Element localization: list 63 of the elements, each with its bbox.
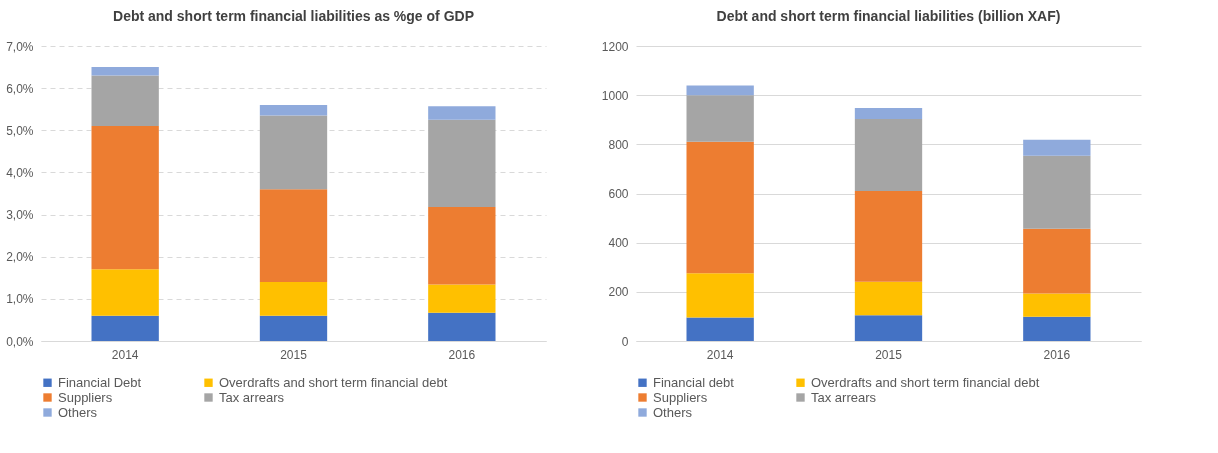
y-tick-label: 1000 [601, 88, 629, 103]
x-tick-label: 2016 [1043, 347, 1071, 362]
legend-label: Others [653, 404, 693, 420]
legend-label: Suppliers [58, 389, 113, 405]
x-tick-label: 2015 [280, 347, 308, 362]
bar [1023, 228, 1091, 294]
legend-label: Financial debt [653, 374, 735, 390]
bar [854, 315, 923, 341]
bar [428, 312, 496, 341]
bar [428, 284, 496, 313]
y-tick-label: 0 [621, 334, 629, 349]
bar [259, 282, 328, 316]
y-tick-label: 7,0% [6, 39, 34, 54]
y-tick-label: 3,0% [6, 208, 34, 223]
bar [1023, 155, 1091, 229]
bar [686, 317, 754, 341]
bar [854, 107, 923, 120]
legend-label: Tax arrears [219, 389, 285, 405]
y-tick-label: 600 [608, 187, 629, 201]
y-tick-label: 0,0% [6, 334, 34, 349]
bar [686, 95, 754, 142]
bar [686, 85, 754, 96]
bar [854, 191, 923, 282]
bar [428, 106, 496, 120]
y-tick-label: 200 [608, 285, 629, 300]
bar [91, 269, 159, 316]
y-tick-label: 400 [608, 236, 629, 251]
x-tick-label: 2014 [706, 347, 734, 362]
legend-label: Others [58, 404, 98, 420]
x-tick-label: 2016 [448, 347, 476, 362]
chart-title: Debt and short term financial liabilities (billion XAF) [716, 8, 1061, 24]
y-tick-label: 6,0% [6, 81, 34, 96]
legend-label: Overdrafts and short term financial debt [219, 374, 448, 390]
x-tick-label: 2014 [111, 347, 139, 362]
y-tick-label: 2,0% [6, 250, 34, 265]
bar [1023, 316, 1091, 341]
bar [91, 75, 159, 127]
legend-label: Tax arrears [811, 389, 877, 405]
bar [1023, 139, 1091, 156]
bar [686, 141, 754, 274]
y-tick-label: 5,0% [6, 123, 34, 138]
bar [259, 115, 328, 190]
bar [428, 119, 496, 207]
legend-label: Suppliers [653, 389, 708, 405]
bar [686, 273, 754, 318]
legend-label: Overdrafts and short term financial debt [811, 374, 1040, 390]
bar [91, 67, 159, 76]
chart-title: Debt and short term financial liabilities as %ge of GDP [113, 8, 474, 24]
legend-label: Financial Debt [58, 374, 142, 390]
bar [428, 206, 496, 285]
bar [91, 126, 159, 270]
bar [854, 281, 923, 316]
y-tick-label: 4,0% [6, 165, 34, 180]
bar [259, 105, 328, 116]
bar [259, 189, 328, 282]
bar [854, 119, 923, 192]
bar [91, 315, 159, 341]
x-tick-label: 2015 [875, 347, 903, 362]
y-tick-label: 800 [608, 137, 629, 152]
bar [1023, 293, 1091, 317]
y-tick-label: 1200 [601, 39, 629, 54]
bar [259, 315, 328, 341]
y-tick-label: 1,0% [6, 292, 34, 307]
